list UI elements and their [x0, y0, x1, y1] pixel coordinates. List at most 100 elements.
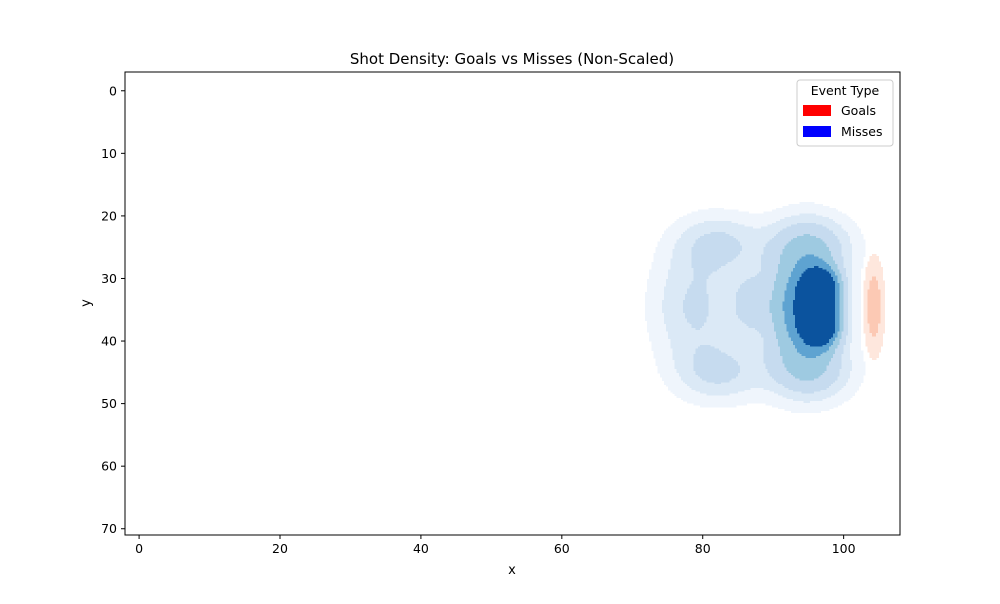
density-cell — [723, 331, 726, 335]
density-cell — [676, 312, 680, 316]
density-cell — [699, 387, 703, 391]
density-cell — [710, 230, 714, 233]
density-cell — [735, 386, 739, 389]
density-cell — [708, 389, 712, 393]
density-cell — [727, 271, 731, 275]
density-cell — [676, 292, 680, 295]
density-cell — [712, 297, 716, 301]
density-cell — [702, 294, 705, 297]
density-cell — [663, 367, 667, 370]
density-cell — [704, 279, 707, 282]
density-cell — [729, 284, 733, 288]
density-cell — [733, 252, 737, 256]
density-cell — [687, 292, 690, 295]
density-cell — [716, 367, 720, 370]
density-cell — [706, 391, 709, 395]
density-cell — [653, 333, 657, 337]
density-cell — [697, 307, 701, 310]
density-cell — [729, 320, 733, 323]
density-cell — [693, 230, 697, 233]
density-cell — [740, 226, 743, 230]
density-cell — [655, 350, 659, 353]
density-cell — [727, 256, 731, 260]
density-cell — [687, 280, 690, 284]
density-cell — [666, 369, 669, 372]
density-cell — [740, 352, 743, 355]
density-cell — [699, 228, 703, 231]
density-cell — [721, 369, 724, 372]
density-cell — [714, 207, 718, 211]
density-cell — [704, 232, 707, 235]
density-cell — [653, 290, 657, 293]
density-cell — [685, 309, 688, 312]
density-cell — [871, 263, 875, 266]
density-cell — [744, 239, 748, 243]
density-cell — [680, 256, 684, 260]
density-cell — [659, 324, 663, 327]
density-cell — [865, 270, 869, 274]
x-axis-label: x — [508, 563, 516, 578]
density-cell — [727, 269, 731, 273]
density-cell — [863, 280, 867, 283]
density-cell — [742, 254, 745, 258]
density-cell — [668, 264, 671, 267]
density-cell — [744, 217, 748, 220]
density-cell — [657, 327, 661, 331]
density-cell — [708, 284, 712, 288]
density-cell — [689, 277, 693, 280]
density-cell — [706, 339, 709, 342]
density-cell — [873, 285, 877, 289]
density-cell — [689, 352, 693, 355]
density-cell — [668, 279, 671, 282]
density-cell — [863, 310, 867, 313]
density-cell — [655, 318, 659, 321]
density-cell — [729, 309, 733, 312]
density-cell — [737, 305, 741, 308]
density-cell — [737, 311, 741, 314]
density-cell — [668, 320, 671, 323]
density-cell — [721, 267, 724, 271]
density-cell — [716, 348, 720, 352]
density-cell — [725, 402, 728, 406]
density-cell — [742, 295, 745, 299]
density-cell — [712, 359, 716, 363]
density-cell — [676, 273, 680, 276]
density-cell — [882, 282, 886, 285]
density-cell — [721, 382, 724, 385]
density-cell — [723, 341, 726, 344]
density-cell — [670, 286, 674, 290]
density-cell — [693, 309, 697, 312]
density-cell — [742, 350, 745, 353]
density-cell — [695, 234, 699, 237]
density-cell — [693, 363, 697, 367]
density-cell — [704, 352, 707, 355]
density-cell — [742, 329, 745, 333]
density-cell — [670, 275, 674, 278]
density-cell — [647, 297, 650, 301]
density-cell — [744, 290, 748, 293]
density-cell — [708, 249, 712, 252]
density-cell — [670, 265, 674, 269]
density-cell — [716, 382, 720, 385]
density-cell — [663, 322, 667, 325]
density-cell — [680, 384, 684, 387]
density-cell — [676, 391, 680, 395]
density-cell — [708, 324, 712, 327]
density-cell — [746, 305, 750, 308]
density-cell — [744, 299, 748, 303]
density-cell — [733, 288, 737, 291]
density-cell — [653, 354, 657, 357]
density-cell — [653, 344, 657, 348]
density-cell — [657, 363, 661, 367]
density-cell — [683, 279, 686, 282]
density-cell — [733, 311, 737, 314]
density-cell — [695, 359, 699, 363]
density-cell — [649, 294, 652, 297]
density-cell — [706, 382, 709, 385]
density-cell — [702, 295, 705, 299]
density-cell — [680, 356, 684, 359]
density-cell — [727, 389, 731, 393]
density-cell — [702, 320, 705, 323]
density-cell — [869, 338, 873, 342]
